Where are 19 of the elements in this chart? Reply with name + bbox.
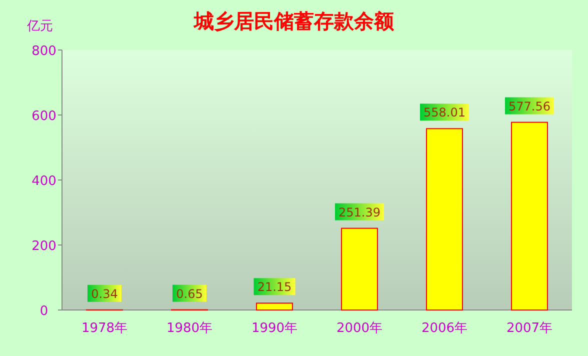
y-tick-label: 200	[32, 239, 56, 254]
x-tick-label: 2000年	[336, 321, 383, 336]
data-label: 0.34	[91, 286, 118, 301]
bar	[426, 128, 463, 310]
chart-title: 城乡居民储蓄存款余额	[193, 9, 395, 33]
data-label: 0.65	[176, 286, 203, 301]
bar	[341, 228, 378, 310]
y-tick-label: 600	[32, 109, 56, 124]
x-tick-label: 2007年	[506, 321, 553, 336]
x-tick-label: 1978年	[81, 321, 128, 336]
y-tick-label: 0	[40, 304, 48, 319]
bar	[256, 302, 293, 310]
y-tick-label: 800	[32, 44, 56, 59]
x-tick-label: 1990年	[251, 321, 298, 336]
x-tick-label: 2006年	[421, 321, 468, 336]
y-tick-label: 400	[32, 174, 56, 189]
bar	[511, 122, 548, 310]
x-tick-label: 1980年	[166, 321, 213, 336]
y-axis-title: 亿元	[26, 19, 53, 34]
